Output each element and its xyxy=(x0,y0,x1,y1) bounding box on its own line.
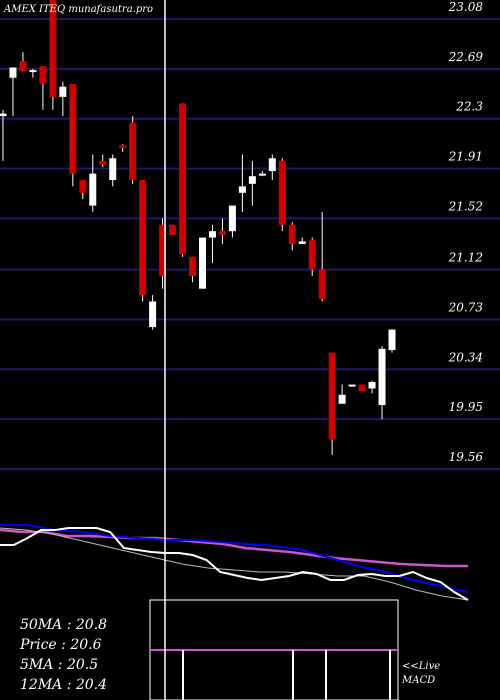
candle-body xyxy=(159,224,167,276)
macd-panel xyxy=(149,599,399,700)
y-tick-label: 22.3 xyxy=(455,100,483,114)
candle-body xyxy=(69,84,77,174)
candle-body xyxy=(59,86,67,97)
candle-body xyxy=(298,241,306,244)
y-tick-label: 20.34 xyxy=(448,350,483,364)
y-tick-label: 21.12 xyxy=(448,251,483,265)
live-label: <<Live xyxy=(402,661,441,672)
candle-body xyxy=(258,173,266,176)
candle-body xyxy=(189,256,197,276)
y-tick-label: 21.91 xyxy=(448,150,483,164)
candle-body xyxy=(179,103,187,255)
candle-body xyxy=(218,231,226,235)
macd-label: MACD xyxy=(402,675,436,686)
candles xyxy=(0,0,396,455)
candle-body xyxy=(109,158,117,181)
candle-body xyxy=(139,180,147,296)
ma5-line xyxy=(0,527,469,601)
candle-body xyxy=(9,67,17,78)
candle-body xyxy=(388,329,396,351)
ma50-value: 50MA : 20.8 xyxy=(20,617,108,633)
candle-body xyxy=(228,205,236,232)
candle-body xyxy=(338,394,346,404)
ma50-line xyxy=(0,528,468,568)
candle-body xyxy=(19,61,27,72)
ma12-value: 12MA : 20.4 xyxy=(20,677,108,693)
moving-average-lines xyxy=(0,524,469,601)
y-axis-labels: 23.08 22.69 22.3 21.91 21.52 21.12 20.73 20.34 1… xyxy=(448,0,484,464)
gridlines xyxy=(0,18,500,470)
candle-body xyxy=(149,301,157,328)
y-tick-label: 19.56 xyxy=(449,450,484,464)
candle-body xyxy=(238,186,246,193)
candle-body xyxy=(268,158,276,172)
candle-body xyxy=(119,145,127,149)
candle-body xyxy=(169,224,177,235)
candle-body xyxy=(89,173,97,206)
candle-body xyxy=(278,160,286,225)
candle-body xyxy=(378,348,386,406)
candle-body xyxy=(328,352,336,440)
candle-body xyxy=(248,176,256,184)
candle-body xyxy=(129,122,137,181)
chart-title: AMEX ITEQ munafasutra.pro xyxy=(4,4,154,15)
candle-body xyxy=(99,160,107,165)
candle-body xyxy=(368,382,376,389)
candle-body xyxy=(348,384,356,387)
candle-body xyxy=(198,237,206,289)
candle-body xyxy=(308,240,316,270)
live-label-block: <<Live MACD xyxy=(402,660,440,688)
y-tick-label: 19.95 xyxy=(449,400,483,414)
candle-body xyxy=(0,113,7,117)
candle-body xyxy=(208,231,216,238)
candle-body xyxy=(29,70,37,73)
y-tick-label: 20.73 xyxy=(448,300,484,314)
price-line xyxy=(0,527,469,601)
indicator-panel: 50MA : 20.8 Price : 20.6 5MA : 20.5 12MA… xyxy=(20,615,107,695)
candle-body xyxy=(318,269,326,299)
ma5-value: 5MA : 20.5 xyxy=(20,657,99,673)
candle-body xyxy=(358,384,366,391)
candle-body xyxy=(49,0,57,97)
candle-body xyxy=(288,224,296,244)
ma12-line xyxy=(0,524,469,593)
y-tick-label: 21.52 xyxy=(448,199,483,213)
candle-body xyxy=(39,66,47,85)
y-tick-label: 22.69 xyxy=(448,50,484,64)
y-tick-label: 23.08 xyxy=(448,0,484,14)
candle-body xyxy=(79,180,87,193)
price-value: Price : 20.6 xyxy=(20,637,102,653)
